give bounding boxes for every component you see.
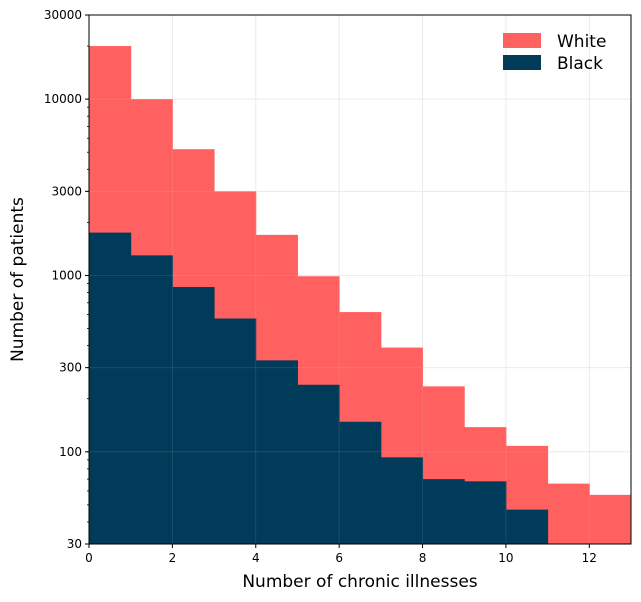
y-tick-label: 300 <box>59 361 82 375</box>
x-tick-label: 0 <box>85 551 93 565</box>
x-tick-label: 2 <box>169 551 177 565</box>
x-tick-label: 8 <box>419 551 427 565</box>
legend-swatch-white <box>503 33 541 48</box>
bar-black <box>172 287 215 544</box>
bar-black <box>297 384 340 544</box>
bar-black <box>130 255 173 544</box>
x-tick-label: 12 <box>582 551 597 565</box>
x-axis-label: Number of chronic illnesses <box>242 572 477 592</box>
bar-black <box>255 360 298 544</box>
y-axis-label: Number of patients <box>8 197 28 362</box>
bar-white <box>547 483 590 544</box>
y-tick-label: 30 <box>67 537 82 551</box>
bar-black <box>505 509 549 544</box>
bar-black <box>89 232 132 545</box>
y-tick-label: 3000 <box>51 184 82 198</box>
y-tick-label: 30000 <box>44 8 82 22</box>
legend-label-white: White <box>557 32 606 52</box>
plot-frame <box>88 14 632 545</box>
y-tick-label: 1000 <box>51 268 82 282</box>
bars <box>88 14 632 545</box>
bar-black <box>214 318 257 544</box>
bar-black <box>464 481 507 544</box>
legend-label-black: Black <box>557 54 603 74</box>
x-tick-label: 4 <box>252 551 260 565</box>
bar-black <box>422 479 465 544</box>
bar-white <box>589 494 632 544</box>
axis-ticks: 0 2 4 6 8 10 12 30 100 300 1000 3000 10000 30000 <box>44 8 597 565</box>
series-black <box>89 232 549 545</box>
x-tick-label: 6 <box>335 551 343 565</box>
x-tick-label: 10 <box>498 551 513 565</box>
y-tick-label: 100 <box>59 445 82 459</box>
legend-swatch-black <box>503 55 541 70</box>
y-tick-label: 10000 <box>44 92 82 106</box>
bar-black <box>380 457 424 544</box>
bar-black <box>339 421 382 544</box>
